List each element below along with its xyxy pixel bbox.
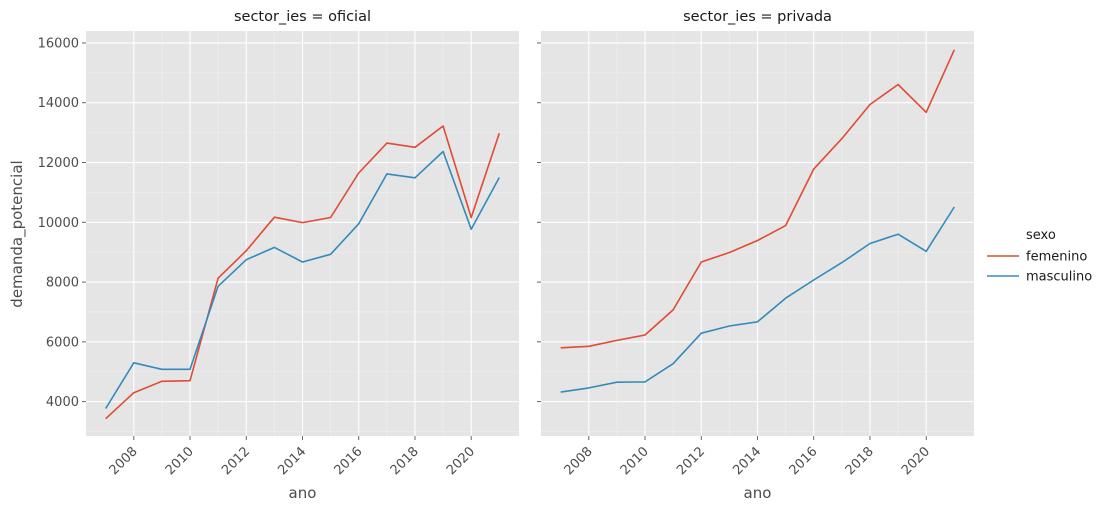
y-tick-label: 16000 [38, 36, 79, 51]
y-tick-label: 6000 [46, 335, 79, 350]
facet-title: sector_ies = privada [683, 9, 832, 25]
x-tick-label: 2014 [730, 444, 764, 478]
legend-label-femenino: femenino [1026, 250, 1087, 265]
y-tick-label: 12000 [38, 156, 79, 171]
x-tick-label: 2018 [843, 444, 877, 478]
y-axis-title: demanda_potencial [8, 160, 27, 307]
x-tick-label: 2008 [562, 444, 596, 478]
y-tick-label: 8000 [46, 276, 79, 291]
legend-label-masculino: masculino [1026, 270, 1092, 285]
x-tick-label: 2012 [219, 444, 253, 478]
y-tick-label: 14000 [38, 96, 79, 111]
x-tick-label: 2012 [674, 444, 708, 478]
x-axis-title: ano [289, 484, 317, 502]
y-tick-label: 4000 [46, 395, 79, 410]
y-tick-label: 10000 [38, 216, 79, 231]
x-tick-label: 2020 [444, 444, 478, 478]
facet-title: sector_ies = oficial [234, 9, 371, 25]
x-tick-label: 2018 [388, 444, 422, 478]
x-tick-label: 2008 [107, 444, 141, 478]
x-axis-title: ano [744, 484, 772, 502]
x-tick-label: 2014 [275, 444, 309, 478]
facet-panel-1: sector_ies = privada 2008 2010 2012 2014 2016… [537, 9, 974, 502]
x-tick-label: 2010 [618, 444, 652, 478]
x-tick-label: 2016 [787, 444, 821, 478]
facet-panel-0: sector_ies = oficial 4000 6000 8000 10000 120… [38, 9, 519, 502]
legend-title: sexo [1026, 228, 1056, 243]
x-tick-label: 2020 [899, 444, 933, 478]
x-tick-label: 2010 [163, 444, 197, 478]
legend: sexo femenino masculino [987, 228, 1092, 285]
x-tick-label: 2016 [332, 444, 366, 478]
